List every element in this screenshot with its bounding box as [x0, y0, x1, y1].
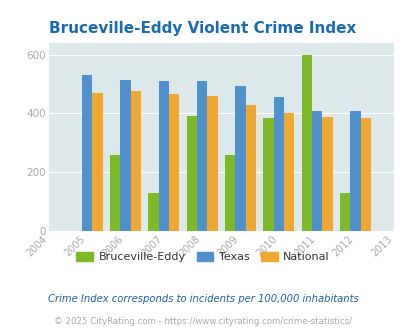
- Bar: [168, 94, 179, 231]
- Bar: [283, 113, 294, 231]
- Bar: [322, 117, 332, 231]
- Bar: [207, 96, 217, 231]
- Bar: [130, 91, 141, 231]
- Bar: [350, 111, 360, 231]
- Bar: [224, 154, 234, 231]
- Bar: [360, 118, 370, 231]
- Bar: [339, 193, 350, 231]
- Bar: [234, 85, 245, 231]
- Bar: [148, 193, 158, 231]
- Legend: Bruceville-Eddy, Texas, National: Bruceville-Eddy, Texas, National: [72, 248, 333, 267]
- Bar: [273, 97, 283, 231]
- Bar: [186, 116, 196, 231]
- Text: © 2025 CityRating.com - https://www.cityrating.com/crime-statistics/: © 2025 CityRating.com - https://www.city…: [54, 317, 351, 326]
- Text: Bruceville-Eddy Violent Crime Index: Bruceville-Eddy Violent Crime Index: [49, 21, 356, 36]
- Bar: [92, 93, 102, 231]
- Bar: [245, 105, 255, 231]
- Bar: [311, 111, 322, 231]
- Bar: [196, 81, 207, 231]
- Bar: [120, 80, 130, 231]
- Bar: [158, 81, 168, 231]
- Bar: [110, 154, 120, 231]
- Bar: [82, 75, 92, 231]
- Bar: [301, 55, 311, 231]
- Text: Crime Index corresponds to incidents per 100,000 inhabitants: Crime Index corresponds to incidents per…: [47, 294, 358, 304]
- Bar: [262, 118, 273, 231]
